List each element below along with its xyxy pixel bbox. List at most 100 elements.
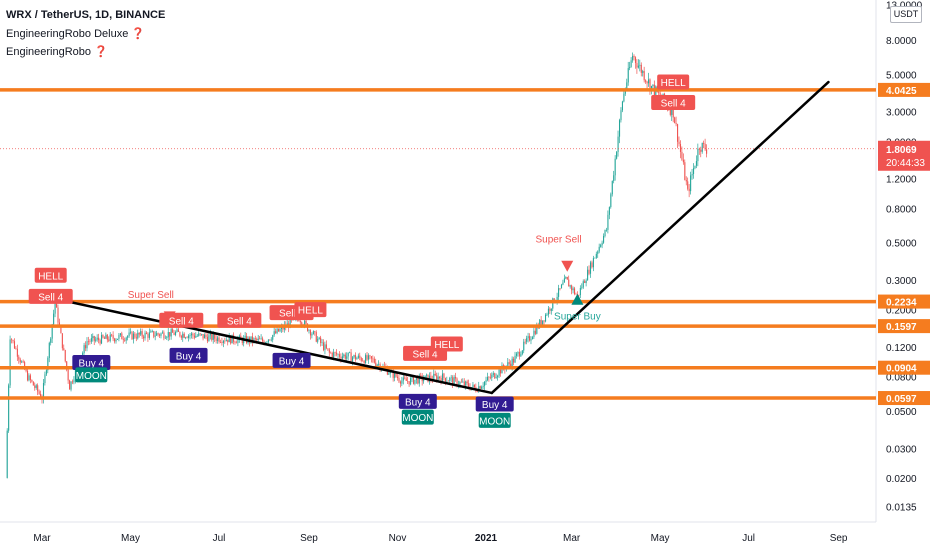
candle-body [626,82,628,90]
candle-body [96,337,98,340]
candle-body [543,320,545,322]
signal-text-super-buy: Super Buy [554,311,601,322]
candle-body [356,357,358,360]
candle-body [700,149,702,152]
candle-body [224,340,226,342]
candle-body [459,381,461,385]
candle-body [18,356,20,360]
candle-body [585,280,587,283]
candle-body [677,124,679,142]
candle-body [533,330,535,338]
signal-tag-bg [169,347,208,363]
candle-body [217,337,219,341]
currency-button[interactable]: USDT [890,6,922,23]
signal-tag-buy-4: Buy 4 [482,400,508,411]
candle-body [412,376,415,384]
candle-body [396,376,399,379]
candle-body [544,314,547,322]
y-tick-label: 0.1200 [886,343,917,354]
candle-body [566,277,568,280]
super-sell-triangle-icon [561,260,574,272]
candle-body [491,374,493,378]
candle-body [594,257,596,259]
candle-body [188,335,190,338]
candle-body [42,383,45,400]
candle-body [109,334,111,341]
y-tick-label: 0.0135 [886,503,917,514]
candle-body [608,207,610,215]
indicator-deluxe-label[interactable]: EngineeringRobo Deluxe ❓ [6,28,146,40]
candle-body [633,55,635,58]
candle-body [111,334,113,336]
candle-body [51,324,53,339]
candle-body [21,361,23,363]
x-tick-label: May [651,533,670,544]
candle-body [266,342,268,343]
candle-body [479,386,481,389]
candle-body [598,246,600,252]
candle-body [137,332,139,339]
candle-body [484,381,486,386]
candle-body [9,339,11,386]
y-tick-label: 3.0000 [886,108,917,119]
y-tick-label: 8.0000 [886,36,917,47]
candle-body [16,348,18,357]
candle-body [328,349,330,353]
x-tick-label: May [121,533,140,544]
candle-body [582,281,584,288]
candle-body [71,381,74,383]
candle-body [549,308,551,311]
y-tick-label: 1.2000 [886,175,917,186]
candle-body [317,338,319,342]
candle-body [225,339,227,342]
candle-body [706,149,708,154]
candle-body [407,380,409,382]
candle-body [54,302,56,314]
candle-body [414,379,416,384]
candle-body [369,355,371,357]
candle-body [174,332,177,335]
candle-body [437,376,439,381]
candle-body [334,352,336,353]
candle-body [444,377,446,382]
candle-body [420,375,422,376]
candle-body [679,144,682,152]
indicator-robo-label[interactable]: EngineeringRobo ❓ [6,46,108,58]
candle-body [29,375,31,380]
signal-tag-bg [401,409,434,425]
candle-body [623,93,625,102]
candle-body [159,334,161,336]
candle-body [488,376,490,378]
candle-body [704,143,706,150]
candle-body [32,381,34,386]
candle-body [526,338,528,342]
candle-body [102,335,104,338]
candle-body [163,332,165,339]
candle-body [601,242,603,246]
candle-body [511,358,513,367]
candle-body [682,159,684,163]
candle-body [394,372,396,378]
candle-body [568,279,570,287]
candle-body [318,337,320,339]
last-price-label-bg [878,140,930,171]
candlestick-series [6,52,708,479]
candle-body [127,336,129,338]
candle-body [518,352,520,357]
candle-body [658,91,660,93]
candle-body [560,284,563,289]
candle-body [614,158,616,176]
y-tick-label: 0.5000 [886,239,917,250]
candle-body [517,352,519,354]
y-tick-label: 0.3000 [886,276,917,287]
candle-body [60,326,62,334]
level-label: 0.0597 [886,394,917,405]
candle-body [25,369,27,371]
candle-body [370,356,372,359]
candle-body [395,372,397,377]
candle-body [697,148,699,162]
candle-body [636,62,638,68]
candle-body [440,378,442,381]
candle-body [237,338,239,344]
